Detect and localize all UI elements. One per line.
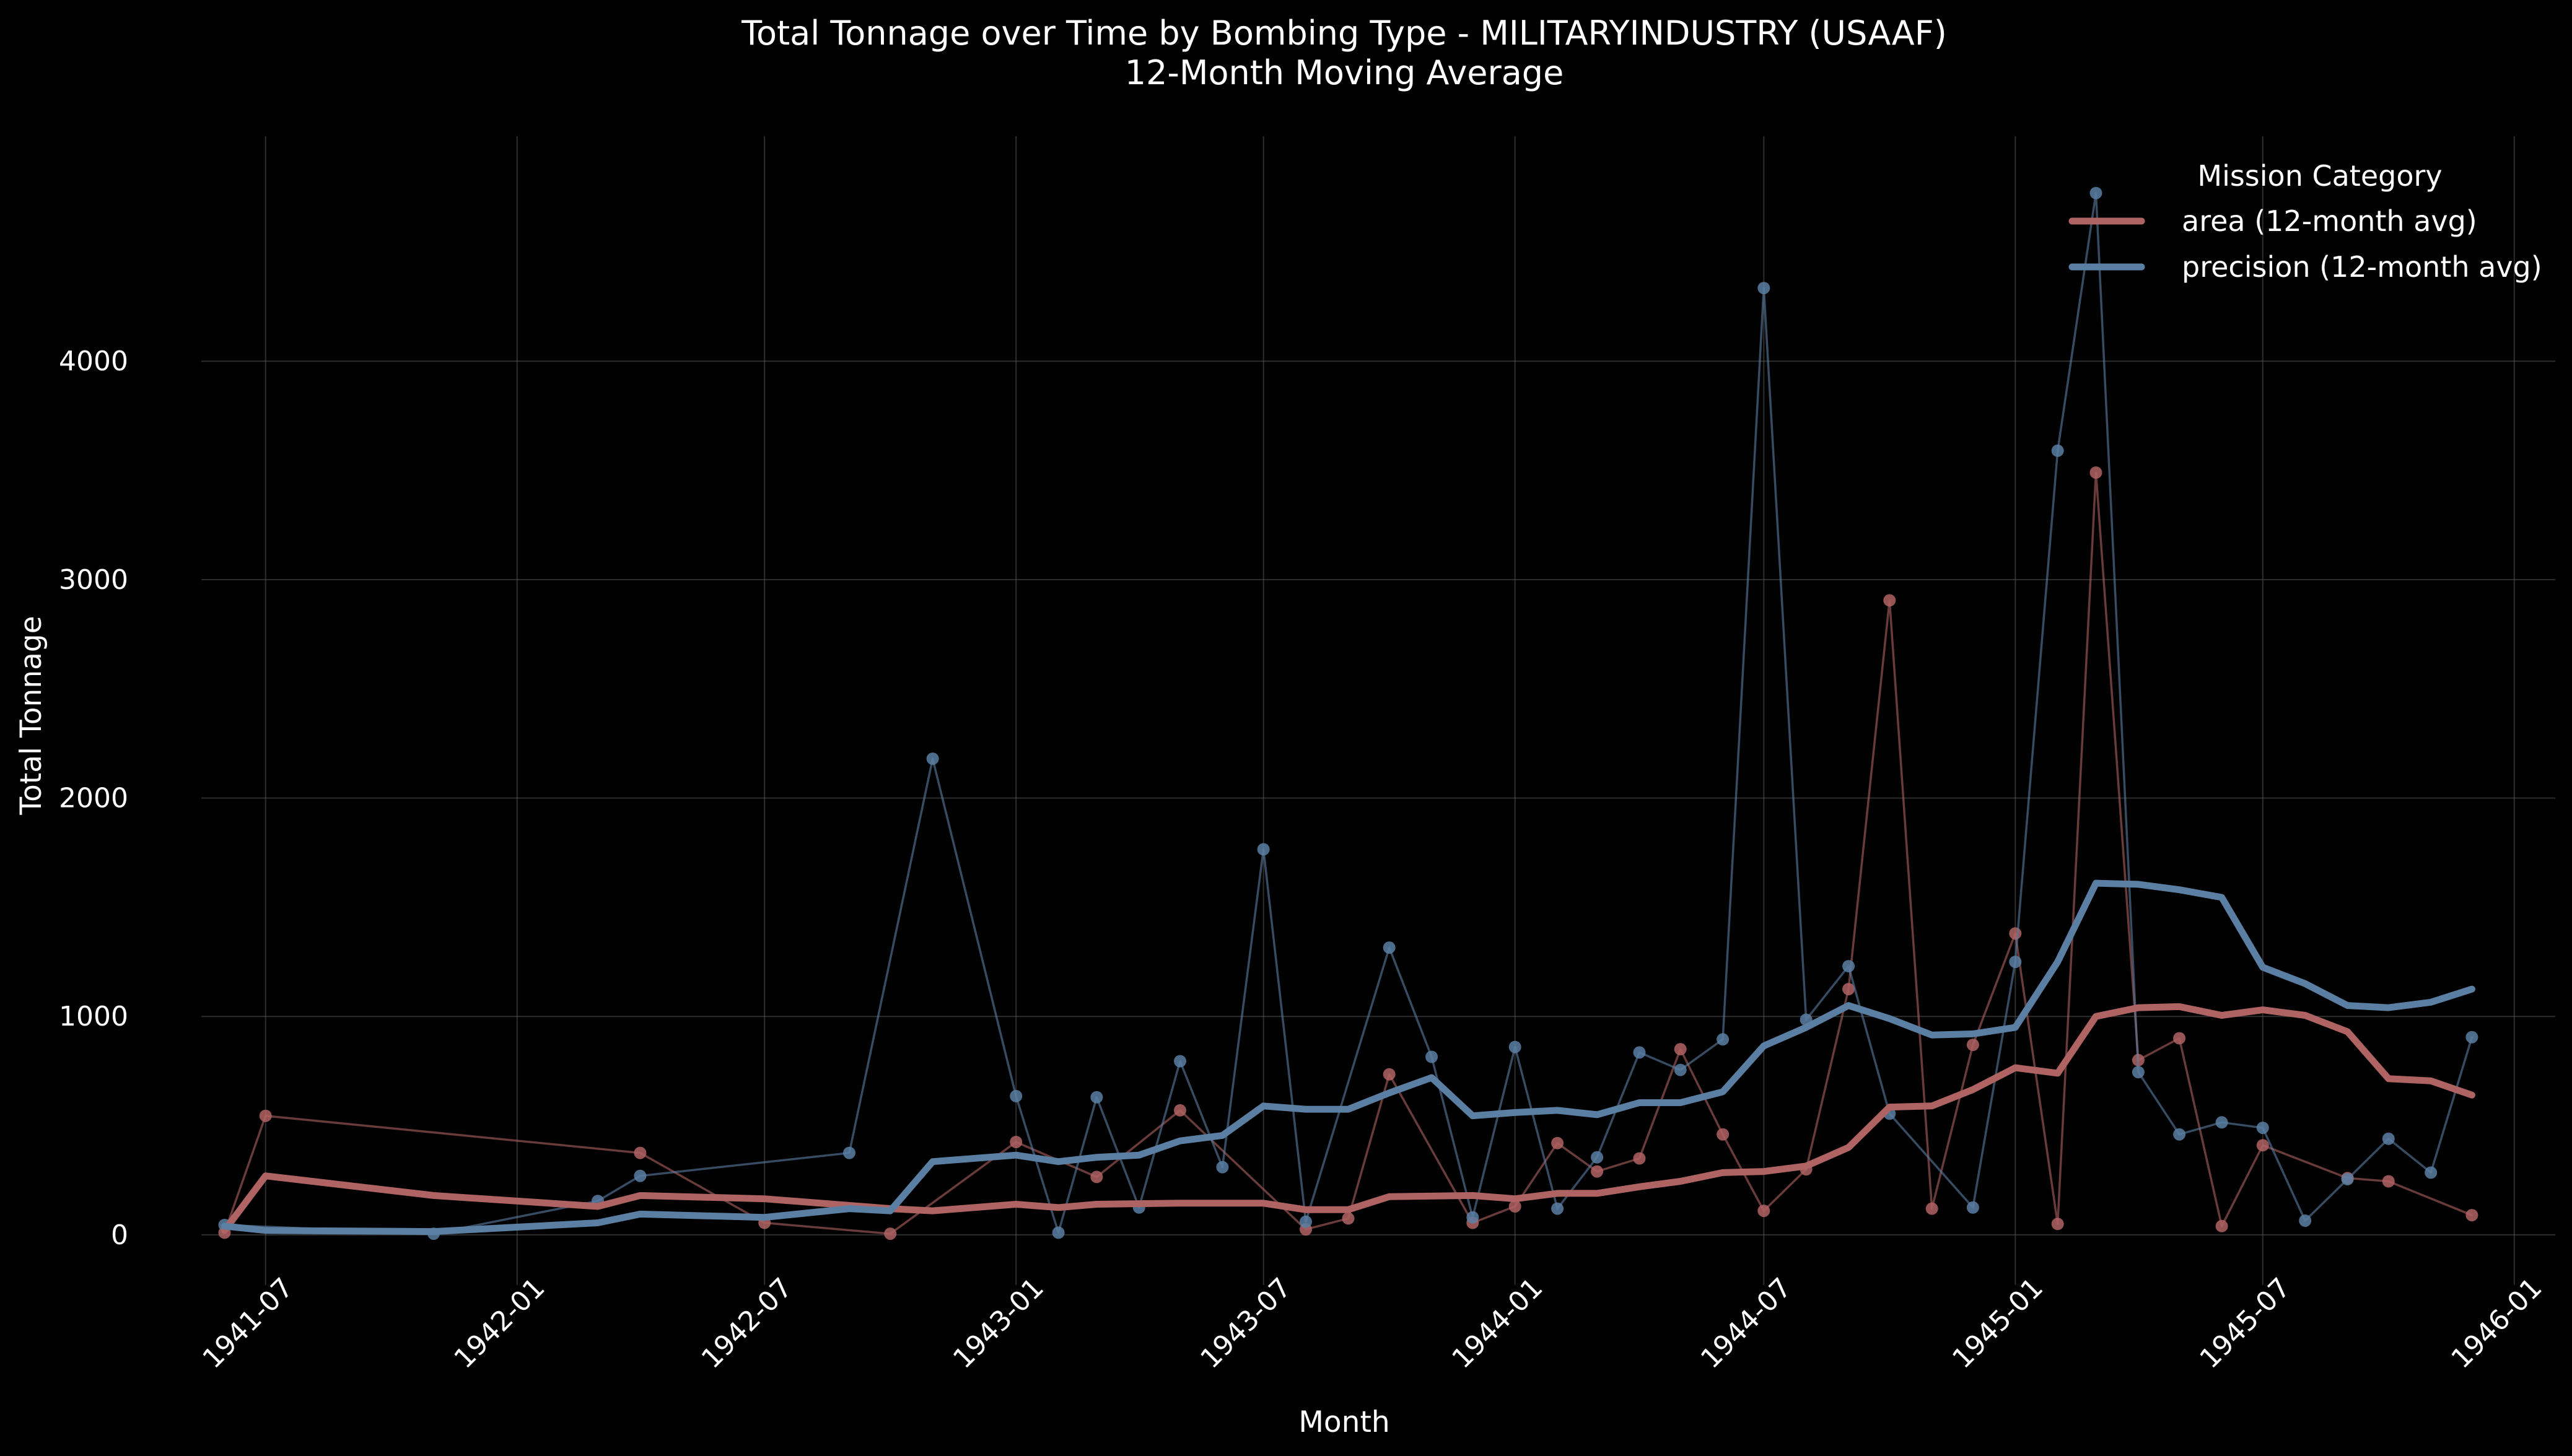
data-point-area-monthly <box>2173 1032 2186 1045</box>
data-point-precision-monthly <box>2341 1173 2354 1185</box>
data-point-precision-monthly <box>1633 1046 1646 1059</box>
data-point-area-monthly <box>2465 1209 2478 1222</box>
data-point-precision-monthly <box>2173 1128 2186 1141</box>
data-point-area-monthly <box>1342 1212 1355 1225</box>
data-point-precision-monthly <box>2132 1066 2145 1079</box>
data-point-precision-monthly <box>1674 1063 1687 1076</box>
y-tick-label: 2000 <box>59 783 128 814</box>
data-point-area-monthly <box>2382 1175 2395 1188</box>
chart-title: Total Tonnage over Time by Bombing Type … <box>741 14 1947 53</box>
data-point-precision-monthly <box>1551 1202 1564 1215</box>
y-tick-label: 3000 <box>59 564 128 596</box>
y-tick-label: 4000 <box>59 346 128 377</box>
data-point-precision-monthly <box>1466 1211 1479 1224</box>
data-point-area-monthly <box>884 1227 897 1240</box>
data-point-precision-monthly <box>1508 1040 1521 1053</box>
data-point-precision-monthly <box>1257 843 1270 856</box>
data-point-area-monthly <box>2089 466 2102 479</box>
grid <box>201 136 2555 1285</box>
data-point-precision-monthly <box>2425 1166 2438 1179</box>
data-point-area-monthly <box>1966 1039 1979 1052</box>
data-point-area-monthly <box>2051 1218 2064 1231</box>
series-line-precision-moving-average <box>221 879 2475 1236</box>
data-point-area-monthly <box>1674 1043 1687 1056</box>
data-point-area-monthly <box>1842 983 1855 996</box>
data-point-area-monthly <box>1883 594 1896 607</box>
data-point-area-monthly <box>1010 1136 1023 1148</box>
data-point-precision-monthly <box>1383 941 1396 954</box>
data-point-precision-monthly <box>2256 1122 2269 1135</box>
data-point-precision-monthly <box>1425 1050 1438 1063</box>
data-point-area-monthly <box>1757 1205 1770 1218</box>
data-point-precision-monthly <box>634 1169 647 1182</box>
data-point-area-monthly <box>634 1146 647 1159</box>
data-point-area-monthly <box>1508 1200 1521 1213</box>
data-point-area-monthly <box>1551 1136 1564 1149</box>
legend-label-precision: precision (12-month avg) <box>2182 250 2542 284</box>
data-point-area-monthly <box>2215 1219 2228 1232</box>
data-point-precision-monthly <box>2051 444 2064 457</box>
data-point-area-monthly <box>1591 1165 1604 1178</box>
data-point-area-monthly <box>2009 927 2022 940</box>
data-point-precision-monthly <box>2382 1132 2395 1145</box>
data-point-area-monthly <box>1383 1068 1396 1081</box>
data-point-precision-monthly <box>2009 956 2022 969</box>
y-tick-label: 1000 <box>59 1001 128 1032</box>
series-line-area-moving-average <box>221 1003 2475 1234</box>
data-point-precision-monthly <box>1174 1055 1186 1068</box>
data-point-area-monthly <box>1717 1128 1730 1141</box>
legend-title: Mission Category <box>2197 159 2442 193</box>
data-point-precision-monthly <box>1842 960 1855 973</box>
data-point-area-monthly <box>1174 1104 1186 1117</box>
data-point-area-monthly <box>259 1109 272 1122</box>
data-point-precision-monthly <box>1300 1215 1312 1228</box>
x-axis-label: Month <box>1298 1405 1389 1439</box>
y-tick-label: 0 <box>111 1219 128 1251</box>
y-axis-label: Total Tonnage <box>14 616 48 815</box>
legend: Mission Category area (12-month avg) pre… <box>2068 159 2542 284</box>
data-point-precision-monthly <box>1966 1201 1979 1214</box>
data-point-area-monthly <box>1925 1202 1938 1215</box>
series-line-precision-monthly <box>223 191 2474 1235</box>
data-point-precision-monthly <box>2089 186 2102 199</box>
chart-subtitle: 12-Month Moving Average <box>1125 53 1564 92</box>
data-point-precision-monthly <box>1591 1151 1604 1164</box>
data-point-precision-monthly <box>1052 1226 1065 1239</box>
legend-label-area: area (12-month avg) <box>2182 204 2477 238</box>
data-point-precision-monthly <box>1216 1161 1229 1174</box>
data-point-area-monthly <box>1633 1152 1646 1165</box>
data-point-precision-monthly <box>926 752 939 765</box>
series-layer <box>218 186 2478 1240</box>
data-point-precision-monthly <box>843 1146 855 1159</box>
data-point-area-monthly <box>2256 1139 2269 1152</box>
data-point-precision-monthly <box>1010 1089 1023 1102</box>
data-point-precision-monthly <box>2465 1031 2478 1044</box>
data-point-precision-monthly <box>2299 1214 2312 1227</box>
data-point-area-monthly <box>1090 1170 1103 1184</box>
data-point-precision-monthly <box>2215 1116 2228 1129</box>
data-point-precision-monthly <box>1090 1091 1103 1104</box>
data-point-precision-monthly <box>1717 1033 1730 1046</box>
data-point-precision-monthly <box>1757 282 1770 295</box>
